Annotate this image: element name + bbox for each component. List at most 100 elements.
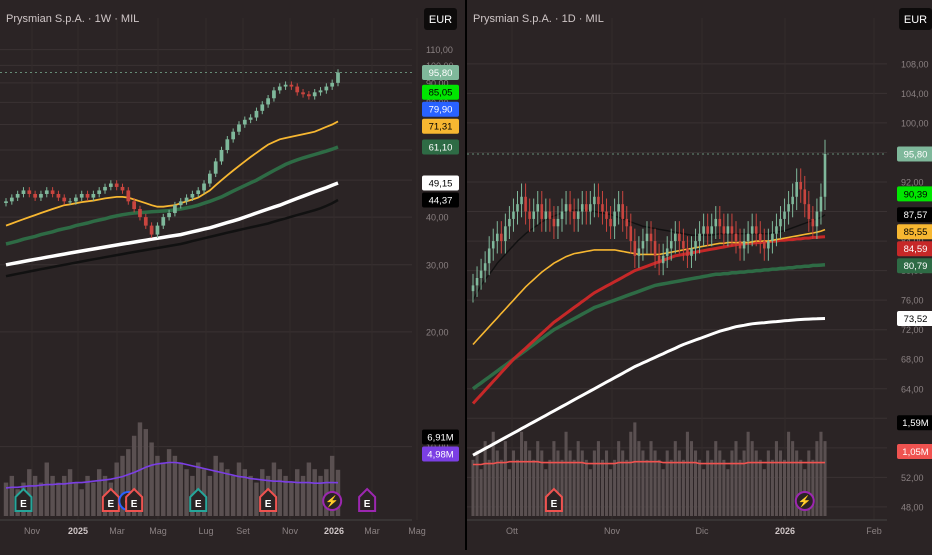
volume-bar <box>791 441 795 516</box>
event-marker[interactable]: E <box>189 487 208 512</box>
volume-bar <box>520 431 524 516</box>
price-label: 90,39 <box>904 189 928 200</box>
candle-body <box>661 255 665 264</box>
price-tick-label: 76,00 <box>901 296 924 306</box>
candle-body <box>702 226 705 234</box>
volume-bar <box>85 475 90 516</box>
volume-bar <box>653 450 657 516</box>
candle-body <box>641 241 645 249</box>
candle-body <box>277 86 282 91</box>
volume-bar <box>588 469 592 516</box>
candle-body <box>138 209 142 218</box>
volume-bar <box>795 450 799 516</box>
volume-bar <box>487 459 491 516</box>
candle-body <box>763 241 766 249</box>
candle-body <box>548 211 552 219</box>
candle-body <box>690 248 693 256</box>
candle-body <box>560 211 564 219</box>
volume-bar <box>201 469 207 516</box>
volume-bar <box>698 459 702 516</box>
candle-body <box>266 98 270 105</box>
event-marker[interactable]: E <box>259 487 278 512</box>
time-tick-label: 2026 <box>324 526 344 536</box>
candle-body <box>528 211 531 219</box>
candle-body <box>324 86 329 91</box>
earnings-icon <box>259 487 278 512</box>
volume-bar <box>91 482 96 516</box>
candle-body <box>184 197 189 202</box>
currency-button[interactable]: EUR <box>899 8 932 30</box>
candle-body <box>568 204 572 212</box>
volume-bar <box>312 469 317 516</box>
volume-bar <box>172 455 178 516</box>
event-marker[interactable]: ⚡ <box>794 491 815 511</box>
volume-bar <box>617 441 621 516</box>
price-label: 73,52 <box>904 314 928 325</box>
event-marker[interactable]: ⚡ <box>322 491 343 511</box>
volume-bar <box>114 462 119 516</box>
volume-bar <box>669 459 673 516</box>
volume-bar <box>479 469 483 516</box>
candle-body <box>605 211 608 219</box>
candle-body <box>674 233 677 242</box>
event-marker-label: E <box>195 499 202 510</box>
candle-body <box>44 190 49 194</box>
volume-bar <box>50 475 55 516</box>
candle-body <box>649 233 653 242</box>
volume-bar <box>9 475 15 516</box>
candle-body <box>621 204 624 219</box>
candle-body <box>114 183 119 187</box>
candle-body <box>783 211 786 219</box>
dividend-icon <box>322 491 343 511</box>
event-marker[interactable]: E <box>358 487 377 512</box>
volume-bar <box>625 459 629 516</box>
volume-bar <box>787 431 791 516</box>
volume-bar <box>73 482 79 516</box>
candle-body <box>260 104 265 111</box>
sma_white-line <box>5 181 339 267</box>
price-tick-label: 64,00 <box>901 384 924 394</box>
candle-body <box>758 233 762 242</box>
candle-body <box>283 84 288 87</box>
chart-panel-2: 108,00104,00100,0096,0092,0088,0084,0080… <box>467 0 932 550</box>
price-tick-label: 110,00 <box>426 45 453 55</box>
price-label-box <box>422 101 459 117</box>
volume-bar <box>491 431 495 516</box>
volume-bar <box>242 469 248 516</box>
time-tick-label: 2025 <box>68 526 88 536</box>
candle-body <box>787 204 790 212</box>
time-tick-label: Feb <box>866 526 882 536</box>
volume-bar <box>560 459 564 516</box>
volume-bar <box>300 475 306 516</box>
event-marker[interactable]: E <box>14 487 33 512</box>
candle-body <box>726 226 730 234</box>
volume-bar <box>207 475 213 516</box>
volume-bar <box>289 482 294 516</box>
price-label-box <box>897 186 932 202</box>
volume-bar <box>126 449 131 516</box>
candle-body <box>706 226 709 234</box>
volume-bar <box>528 450 532 516</box>
volume-bar <box>734 441 738 516</box>
volume-bar <box>750 441 754 516</box>
candle-body <box>207 173 212 184</box>
event-marker[interactable]: E <box>544 487 563 512</box>
candle-body <box>742 241 746 249</box>
price-label-box <box>897 207 932 223</box>
candle-body <box>645 233 649 242</box>
price-label-box <box>897 258 932 274</box>
time-tick-label: Mar <box>364 526 380 536</box>
candle-body <box>9 197 14 202</box>
event-marker[interactable]: E <box>125 487 144 512</box>
lightning-icon: ⚡ <box>325 495 339 508</box>
volume-bar <box>819 431 823 516</box>
volume-bar <box>515 459 520 516</box>
candle-body <box>483 263 487 271</box>
volume-bar <box>649 441 653 516</box>
currency-button[interactable]: EUR <box>424 8 457 30</box>
currency-button-bg <box>424 8 457 30</box>
candle-body <box>556 218 560 227</box>
candle-body <box>734 233 738 242</box>
price-label-box <box>897 146 932 162</box>
candle-body <box>613 211 616 227</box>
